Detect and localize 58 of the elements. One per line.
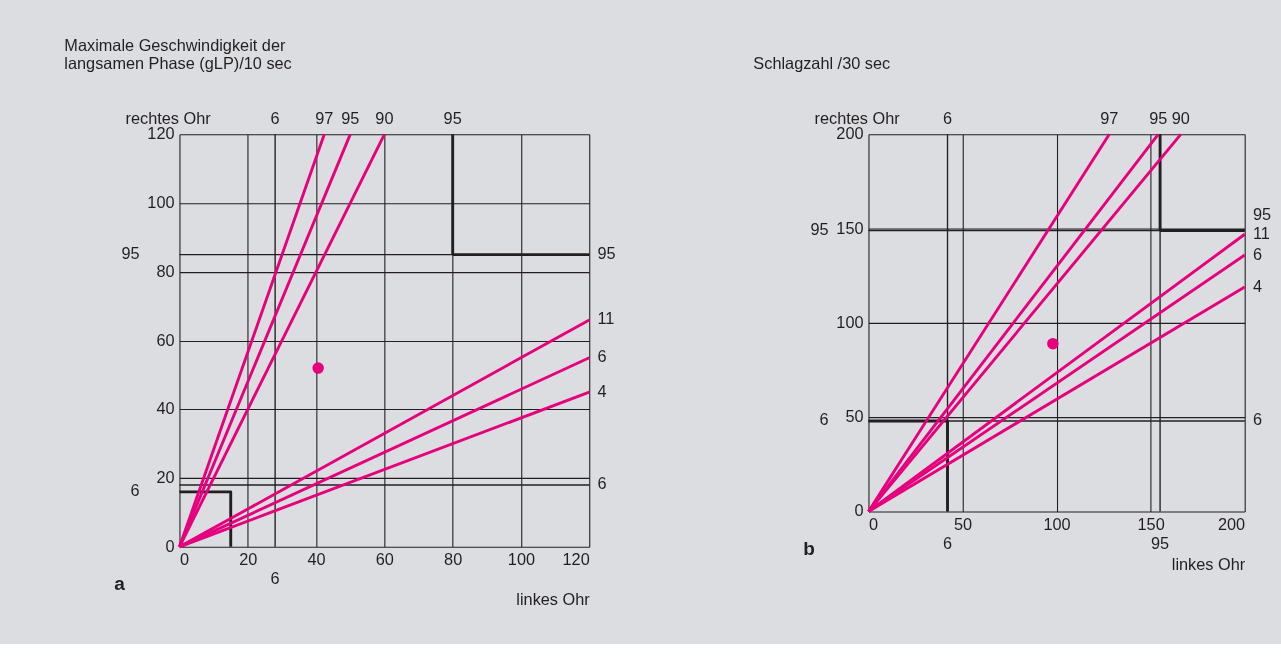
annotation: 6 (942, 533, 953, 552)
series-label: 95 (443, 109, 462, 128)
y-tick-label: 120 (147, 124, 175, 143)
x-tick-label: 20 (239, 550, 258, 569)
x-axis-title: linkes Ohr (1171, 554, 1246, 573)
annotation: 95 (121, 244, 140, 263)
x-tick-label: 200 (1217, 515, 1246, 534)
series-label: 6 (1252, 244, 1262, 263)
series-label: 97 (315, 109, 334, 128)
annotation: 6 (1252, 410, 1262, 429)
chart-title: Maximale Geschwindigkeit der langsamen Phase (gLP)/10 sec (64, 35, 292, 73)
x-tick-label: 80 (444, 550, 463, 569)
annotation: 95 (1151, 533, 1170, 552)
series-label: 11 (597, 309, 615, 328)
x-axis-title: linkes Ohr (516, 590, 591, 609)
x-tick-label: 120 (562, 550, 590, 569)
x-tick-label: 100 (507, 550, 536, 569)
annotation: 6 (819, 410, 829, 429)
x-tick-label: 60 (375, 550, 394, 569)
y-axis-title: rechtes Ohr (125, 108, 212, 127)
y-tick-label: 100 (147, 193, 175, 212)
annotation: 95 (810, 220, 829, 239)
y-tick-label: 200 (836, 124, 864, 143)
series-label: 6 (597, 347, 607, 366)
series-label: 90 (375, 109, 394, 128)
annotation: 6 (942, 109, 953, 128)
y-tick-label: 80 (156, 261, 175, 280)
y-tick-label: 60 (156, 330, 175, 349)
annotation: 6 (270, 109, 280, 128)
series-label: 95 (341, 109, 360, 128)
y-tick-label: 100 (836, 312, 864, 331)
annotation: 95 (1252, 204, 1272, 223)
series-label: 11 (1252, 223, 1270, 242)
annotation: 6 (270, 569, 280, 587)
series-label: 4 (597, 381, 607, 400)
y-tick-label: 150 (836, 218, 864, 237)
y-tick-label: 20 (156, 468, 175, 487)
y-axis-title: rechtes Ohr (814, 108, 901, 127)
series-label: 95 (1149, 109, 1168, 128)
text: b (803, 537, 815, 559)
x-tick-label: 50 (953, 515, 973, 534)
series-label: 95 (597, 244, 616, 263)
series-label: 97 (1100, 109, 1119, 128)
x-tick-label: 0 (868, 515, 879, 534)
y-tick-label: 40 (156, 399, 175, 418)
chart-title: Schlagzahl /30 sec (753, 54, 891, 73)
x-tick-label: 150 (1137, 515, 1165, 534)
x-tick-label: 100 (1043, 515, 1071, 534)
y-tick-label: 0 (854, 501, 864, 520)
x-tick-label: 0 (179, 550, 190, 569)
annotation: 6 (130, 481, 140, 500)
series-label: 4 (1252, 276, 1262, 295)
text: a (114, 573, 126, 595)
annotation: 6 (597, 474, 607, 493)
x-tick-label: 40 (307, 550, 326, 569)
y-tick-label: 50 (845, 407, 864, 426)
series-label: 90 (1171, 109, 1190, 128)
y-tick-label: 0 (165, 536, 175, 555)
